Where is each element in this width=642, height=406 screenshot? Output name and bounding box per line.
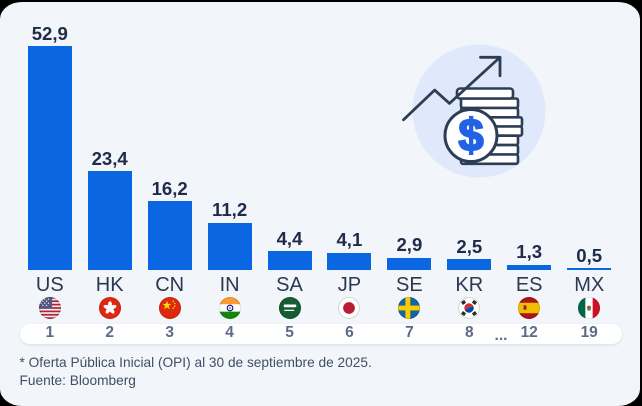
svg-text:$: $ — [458, 110, 483, 161]
